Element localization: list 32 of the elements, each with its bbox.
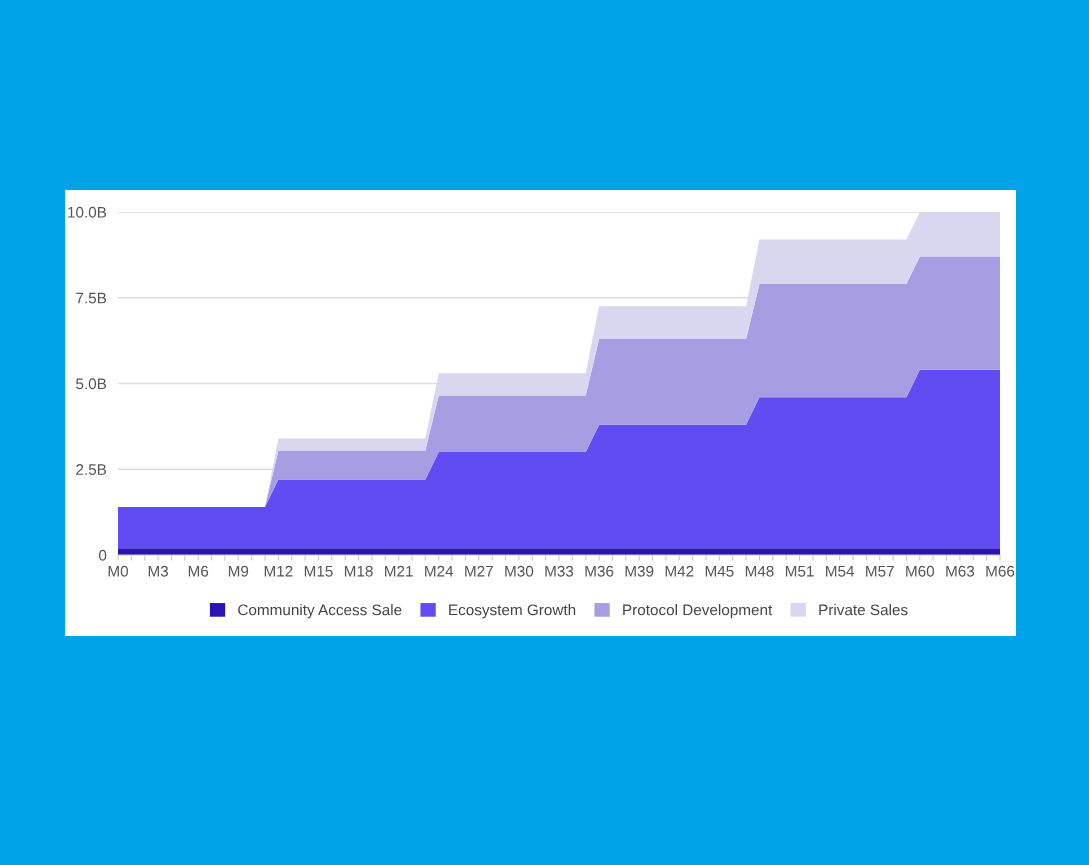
- x-tick-label: M60: [906, 565, 935, 577]
- x-tick-label: M9: [228, 565, 249, 577]
- x-tick-label: M51: [785, 565, 814, 577]
- x-tick-label: M0: [108, 565, 129, 577]
- x-tick-label: M42: [665, 565, 694, 577]
- x-tick-label: M27: [465, 565, 493, 577]
- x-tick-label: M39: [625, 565, 654, 577]
- y-tick-label: 7.5B: [76, 292, 107, 304]
- x-tick-label: M63: [946, 565, 975, 577]
- x-tick-label: M57: [866, 565, 894, 577]
- x-tick-label: M54: [826, 565, 855, 577]
- x-tick-label: M30: [505, 565, 534, 577]
- y-tick-label: 2.5B: [76, 464, 107, 475]
- y-tick-label: 10.0B: [68, 206, 107, 218]
- legend-label: Community Access Sale: [238, 604, 402, 619]
- x-tick-label: M12: [264, 565, 293, 577]
- y-tick-label: 5.0B: [76, 378, 107, 390]
- legend-label: Protocol Development: [623, 604, 773, 619]
- x-tick-label: M45: [705, 565, 734, 577]
- y-tick-label: 0: [98, 549, 107, 561]
- legend-label: Ecosystem Growth: [449, 604, 576, 619]
- x-tick-label: M36: [585, 565, 614, 577]
- x-tick-label: M21: [385, 565, 413, 577]
- x-tick-label: M33: [545, 565, 574, 577]
- x-tick-label: M3: [148, 565, 169, 577]
- x-tick-label: M6: [188, 565, 209, 577]
- x-tick-label: M15: [304, 565, 333, 577]
- x-tick-label: M18: [344, 565, 373, 577]
- legend-label: Private Sales: [819, 604, 908, 616]
- x-tick-label: M24: [425, 565, 454, 577]
- x-tick-label: M48: [745, 565, 774, 577]
- x-tick-label: M66: [986, 565, 1015, 577]
